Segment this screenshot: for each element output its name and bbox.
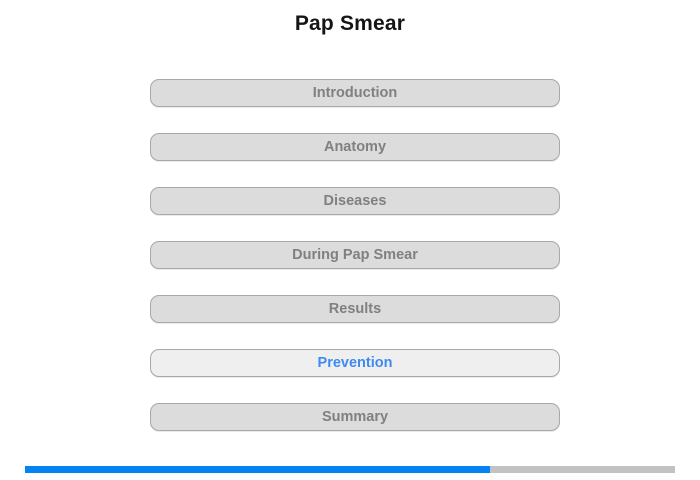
progress-bar — [25, 466, 675, 473]
menu-item-summary[interactable]: Summary — [150, 403, 560, 431]
menu-item-introduction[interactable]: Introduction — [150, 79, 560, 107]
menu-item-results[interactable]: Results — [150, 295, 560, 323]
topic-menu-list: Introduction Anatomy Diseases During Pap… — [150, 79, 560, 431]
menu-item-anatomy[interactable]: Anatomy — [150, 133, 560, 161]
menu-item-prevention[interactable]: Prevention — [150, 349, 560, 377]
progress-bar-fill — [25, 466, 490, 473]
menu-item-during-pap-smear[interactable]: During Pap Smear — [150, 241, 560, 269]
menu-item-diseases[interactable]: Diseases — [150, 187, 560, 215]
page-title: Pap Smear — [294, 12, 406, 35]
